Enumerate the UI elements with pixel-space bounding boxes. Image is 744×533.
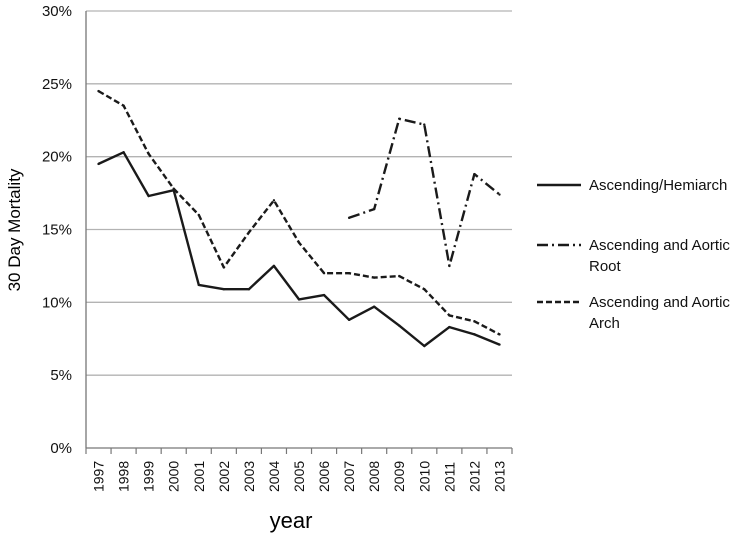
data-point [222,266,226,269]
x-tick-label: 2013 [491,461,507,492]
x-tick-label: 2003 [241,461,257,492]
x-tick-label: 2009 [391,461,407,492]
data-point [372,207,376,211]
data-point [448,325,451,329]
x-axis-title: year [270,508,313,533]
series-lines [97,89,501,348]
x-tick-label: 2006 [316,461,332,492]
y-axis-title: 30 Day Mortality [5,168,24,291]
data-point [297,241,301,244]
x-tick-label: 2000 [166,461,182,492]
data-point [448,314,451,317]
axes [85,11,512,449]
data-point [322,272,326,275]
series-line-1 [97,151,500,348]
x-tick-label: 2002 [216,461,232,492]
data-point [147,194,150,198]
data-point [247,231,251,234]
x-tick-label: 2005 [291,461,307,492]
y-tick-label: 0% [50,440,72,457]
data-point [147,152,150,155]
data-point [347,318,351,322]
data-point [498,333,501,336]
legend-label: Ascending/Hemiarch [589,177,727,194]
data-point [372,305,376,308]
legend: Ascending/Hemiarch Ascending and Aortic Ro… [537,177,730,332]
data-point [172,187,175,190]
legend-label: Ascending and Aortic [589,294,730,311]
y-tick-label: 5% [50,367,72,384]
data-point [197,213,200,217]
series-line-2 [348,117,501,268]
y-tick-label: 30% [42,3,72,20]
data-point [347,272,351,275]
data-point [498,343,501,346]
data-point [498,193,501,196]
y-tick-label: 10% [42,294,72,311]
data-point [473,172,476,176]
x-tick-label: 2004 [266,461,282,492]
data-point [448,264,451,268]
data-point [423,344,426,348]
x-tick-label: 1998 [116,461,132,492]
data-point [423,288,426,291]
data-point [398,117,401,120]
data-point [372,276,376,279]
data-point [222,288,226,291]
x-tick-label: 2011 [441,462,457,492]
data-point [97,89,100,93]
data-point [197,283,200,287]
data-point [297,298,301,301]
data-point [122,151,125,154]
x-tick-label: 2007 [341,461,357,492]
x-tick-label: 1997 [91,461,107,492]
gridlines [86,10,512,376]
data-point [398,274,401,278]
data-point [272,264,276,268]
x-tick-label: 1999 [141,461,157,492]
data-point [122,104,125,107]
data-point [322,293,326,297]
data-point [473,320,476,323]
data-point [423,123,426,126]
data-point [97,162,100,166]
x-tick-label: 2008 [366,461,382,492]
data-point [473,333,476,336]
y-tick-label: 15% [42,222,72,239]
y-tick-label: 20% [42,149,72,166]
data-point [347,216,351,220]
legend-label: Ascending and Aortic [589,237,730,254]
data-point [398,324,401,327]
x-tick-label: 2001 [191,461,207,492]
x-tick-label: 2010 [416,461,432,492]
data-point [247,288,251,291]
data-point [272,199,276,202]
x-axis-ticks: 1997 1998 1999 2000 2001 2002 2003 2004 2005 2006… [85,448,513,492]
legend-label: Arch [589,315,620,332]
y-tick-label: 25% [42,76,72,93]
legend-label: Root [589,258,622,275]
y-axis-ticks: 0% 5% 10% 15% 20% 25% 30% [42,3,72,457]
x-tick-label: 2012 [466,461,482,492]
